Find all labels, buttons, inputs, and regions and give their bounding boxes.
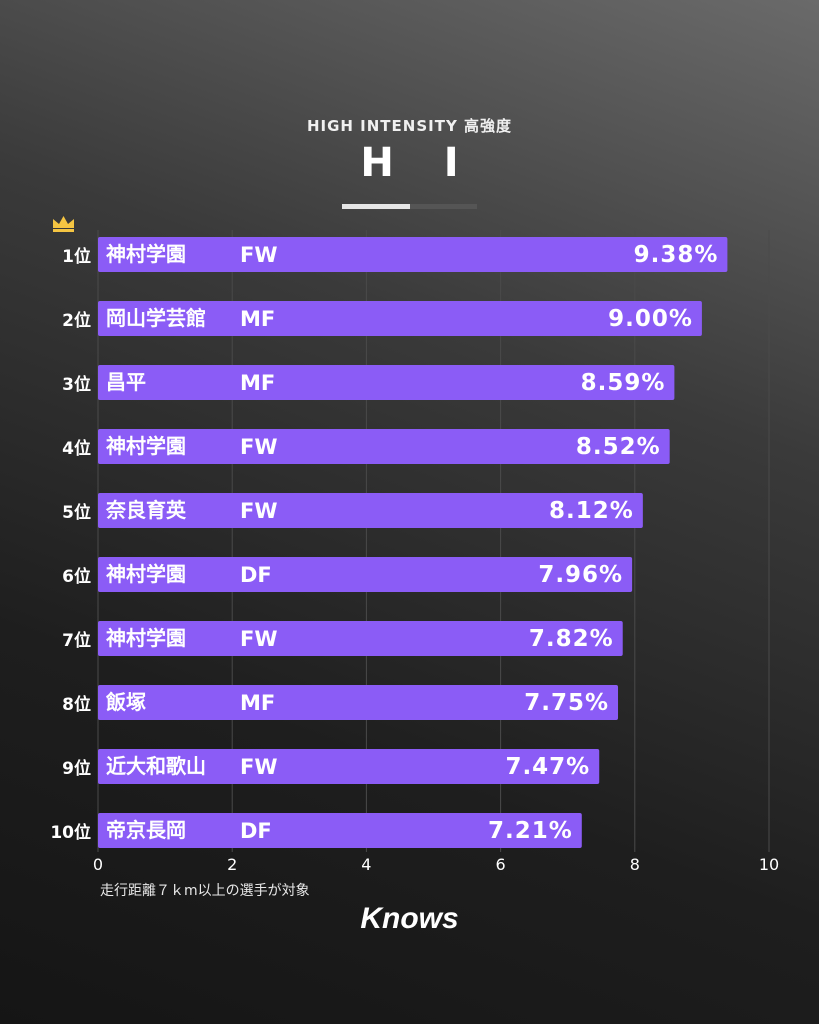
rank-label: 6位 — [62, 566, 91, 587]
bar — [98, 749, 600, 784]
school-label: 奈良育英 — [105, 498, 187, 522]
position-label: MF — [240, 371, 275, 395]
rank-label: 9位 — [62, 758, 91, 779]
position-label: FW — [240, 627, 278, 651]
bar — [98, 493, 643, 528]
rank-label: 2位 — [62, 310, 91, 331]
rank-label: 8位 — [62, 694, 91, 715]
school-label: 神村学園 — [106, 562, 186, 586]
value-label: 7.82% — [529, 626, 614, 652]
school-label: 近大和歌山 — [106, 754, 206, 778]
position-label: MF — [240, 691, 275, 715]
rank-label: 4位 — [62, 438, 91, 459]
footnote: 走行距離７ｋm以上の選手が対象 — [100, 883, 310, 899]
school-label: 昌平 — [106, 370, 146, 394]
school-label: 神村学園 — [106, 242, 186, 266]
value-label: 7.21% — [488, 818, 573, 844]
bar — [98, 237, 728, 272]
school-label: 神村学園 — [106, 626, 186, 650]
rank-label: 3位 — [62, 374, 91, 395]
x-axis-ticks: 0 2 4 6 8 10 — [93, 855, 779, 874]
value-label: 8.12% — [549, 498, 634, 524]
chart-subtitle: HIGH INTENSITY 高強度 — [306, 117, 513, 135]
title-underline — [342, 204, 477, 209]
x-tick-label: 4 — [361, 855, 371, 874]
rank-label: 1位 — [62, 246, 91, 267]
bar-layer — [98, 237, 728, 848]
bar — [98, 557, 633, 592]
value-label: 7.47% — [505, 754, 590, 780]
bar — [98, 429, 670, 464]
bar — [98, 365, 675, 400]
position-label: FW — [240, 435, 278, 459]
value-label: 8.52% — [576, 434, 661, 460]
bar — [98, 813, 582, 848]
x-tick-label: 6 — [496, 855, 506, 874]
value-label: 7.75% — [524, 690, 609, 716]
brand-logo: Knows — [360, 902, 459, 935]
crown-icon — [53, 216, 74, 232]
value-label: 7.96% — [538, 562, 623, 588]
position-label: MF — [240, 307, 275, 331]
chart-title: H I — [360, 140, 477, 186]
x-tick-label: 0 — [93, 855, 103, 874]
position-label: FW — [240, 243, 278, 267]
bar — [98, 621, 623, 656]
bar — [98, 301, 702, 336]
position-label: DF — [240, 563, 272, 587]
rank-label: 10位 — [50, 822, 91, 843]
value-label: 9.00% — [608, 306, 693, 332]
position-label: FW — [240, 499, 278, 523]
school-label: 神村学園 — [106, 434, 186, 458]
position-label: FW — [240, 755, 278, 779]
bar — [98, 685, 619, 720]
position-label: DF — [240, 819, 272, 843]
school-label: 帝京長岡 — [106, 818, 186, 842]
value-label: 9.38% — [634, 242, 719, 268]
rank-label: 7位 — [62, 630, 91, 651]
label-layer: 1位 神村学園 FW 9.38%2位 岡山学芸館 MF 9.00%3位 昌平 MF 8.59%4位… — [50, 242, 719, 844]
x-tick-label: 10 — [759, 855, 779, 874]
title-underline-accent — [342, 204, 410, 209]
value-label: 8.59% — [581, 370, 666, 396]
x-tick-label: 8 — [630, 855, 640, 874]
rank-label: 5位 — [62, 502, 91, 523]
school-label: 飯塚 — [105, 690, 146, 714]
school-label: 岡山学芸館 — [106, 306, 206, 330]
x-tick-label: 2 — [227, 855, 237, 874]
